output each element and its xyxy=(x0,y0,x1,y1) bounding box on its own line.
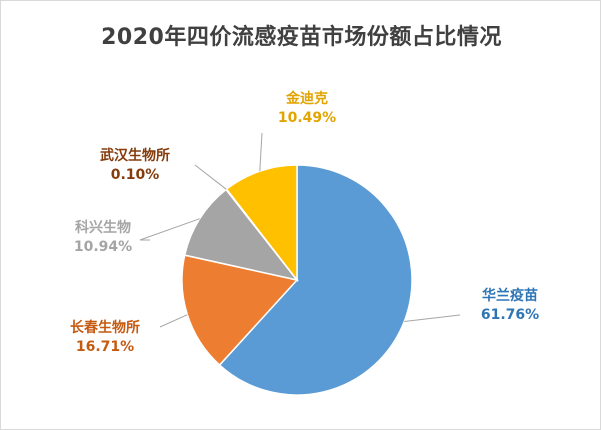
category-label-2: 长春生物所 xyxy=(70,319,140,336)
leader-line-5 xyxy=(259,132,263,172)
value-label-2: 16.71% xyxy=(76,339,134,355)
value-label-4: 0.10% xyxy=(111,167,160,183)
data-labels: 华兰疫苗 61.76% 长春生物所 16.71% 科兴生物 10.94% 武汉生物所 0.10… xyxy=(70,90,539,355)
pie-slices xyxy=(181,164,413,396)
pie-slice-3 xyxy=(183,188,299,282)
category-label-5: 金迪克 xyxy=(285,90,328,107)
leader-line-2 xyxy=(159,314,188,328)
value-label-1: 61.76% xyxy=(481,307,539,323)
leader-line-1 xyxy=(404,314,461,322)
leader-line-3 xyxy=(139,218,200,241)
pie-slice-5 xyxy=(225,164,298,283)
category-label-4: 武汉生物所 xyxy=(100,147,170,164)
category-label-3: 科兴生物 xyxy=(75,219,131,236)
category-label-1: 华兰疫苗 xyxy=(482,287,538,304)
value-label-5: 10.49% xyxy=(278,110,336,126)
leader-line-4 xyxy=(194,164,227,190)
chart-title: 2020年四价流感疫苗市场份额占比情况 xyxy=(101,25,502,50)
value-label-3: 10.94% xyxy=(74,239,132,255)
leader-lines xyxy=(139,132,461,328)
